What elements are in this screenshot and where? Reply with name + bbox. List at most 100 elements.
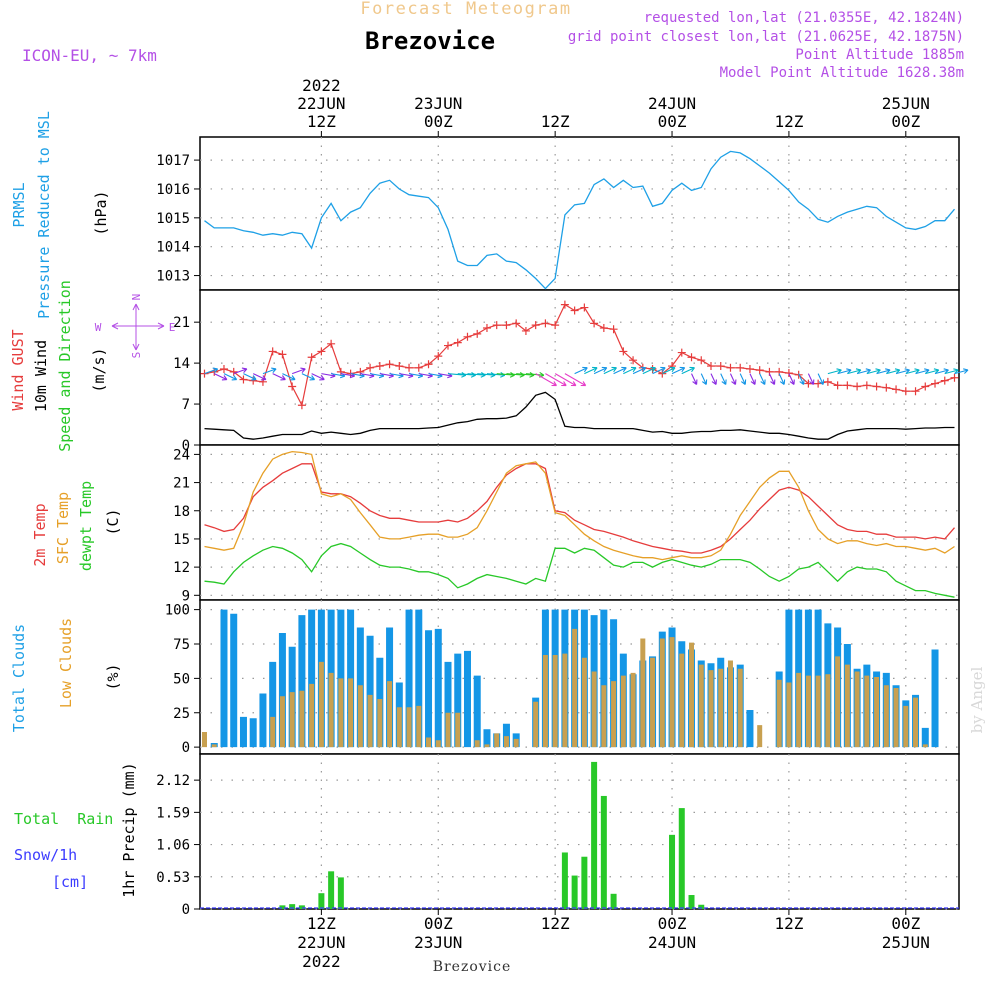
gust-marker	[482, 324, 491, 333]
temperature-ytick-label: 12	[173, 560, 190, 576]
low-cloud-bar	[864, 675, 870, 748]
wind-arrow	[691, 373, 698, 385]
precip-ytick-label: 1.06	[156, 838, 190, 854]
total-cloud-bar	[278, 633, 286, 748]
gust-marker	[882, 383, 891, 392]
low-cloud-bar	[484, 744, 490, 748]
gust-marker	[580, 303, 589, 312]
pressure-ytick-label: 1014	[156, 240, 190, 256]
wind-arrow	[282, 373, 296, 381]
top-time-label: 00Z	[424, 112, 453, 131]
total-cloud-bar	[366, 635, 374, 748]
gust-marker	[570, 306, 579, 315]
wind-arrow	[807, 373, 815, 385]
pressure-line	[204, 150, 955, 290]
wind-arrow	[252, 373, 267, 381]
wind-arrow	[642, 366, 656, 375]
total-cloud-bar	[239, 716, 247, 748]
compass-w: W	[95, 321, 102, 334]
bottom-time-label: 24JUN	[648, 933, 696, 952]
gust-marker	[512, 319, 521, 328]
bottom-time-label: 22JUN	[297, 933, 345, 952]
gust-marker	[521, 326, 530, 335]
gust-marker	[395, 362, 404, 371]
temp2m-line	[204, 463, 955, 554]
wind-arrow	[535, 373, 557, 387]
location-title: Brezovice	[365, 27, 495, 55]
cloud-bars	[202, 609, 939, 748]
low-cloud-bar	[202, 732, 207, 748]
low-cloud-bar	[581, 657, 587, 748]
gust-marker	[268, 347, 277, 356]
rain-bar	[610, 893, 617, 909]
gust-marker	[931, 379, 940, 388]
rain-bar	[698, 904, 705, 909]
wind10-line	[204, 391, 955, 440]
bottom-time-label: 12Z	[307, 914, 336, 933]
requested-coords: requested lon,lat (21.0355E, 42.1824N)	[644, 10, 964, 26]
compass-n: N	[130, 294, 143, 301]
low-cloud-bar	[591, 671, 597, 748]
gust-marker	[833, 381, 842, 390]
wind-arrow	[710, 373, 717, 385]
pressure-ytick-label: 1016	[156, 182, 190, 198]
watermark: by Angel	[968, 666, 986, 733]
gust-marker	[590, 319, 599, 328]
low-cloud-bar	[533, 701, 539, 748]
temp-side-labels: 2m Temp SFC Temp dewpt Temp (C)	[31, 481, 122, 571]
low-cloud-bar	[796, 672, 802, 748]
gust-marker	[239, 375, 248, 384]
gust-marker	[950, 373, 959, 382]
gust-marker	[629, 356, 638, 365]
gust-marker	[502, 321, 511, 330]
bottom-time-label: 23JUN	[414, 933, 462, 952]
wind-arrow	[739, 373, 747, 385]
low-cloud-bar	[679, 653, 685, 748]
low-cloud-bar	[640, 638, 646, 748]
gust-marker	[375, 362, 384, 371]
precip-side-labels: Total Rain Snow/1h [cm] 1hr Precip (mm)	[14, 762, 138, 897]
low-cloud-bar	[835, 656, 841, 748]
low-cloud-bar	[601, 685, 607, 748]
total-cloud-bar	[249, 718, 257, 748]
gust-marker	[560, 300, 569, 309]
temp2m-label: 2m Temp	[31, 503, 49, 566]
low-cloud-bar	[357, 685, 363, 748]
snow-unit: [cm]	[52, 873, 88, 891]
compass-arrows	[111, 303, 165, 351]
wind-arrow	[749, 373, 756, 385]
wind-arrow	[954, 368, 969, 375]
total-clouds-label: Total Clouds	[10, 624, 28, 732]
bottom-time-label: 00Z	[891, 914, 920, 933]
low-cloud-bar	[503, 736, 509, 748]
low-cloud-bar	[689, 642, 695, 748]
gust-marker	[706, 362, 715, 371]
temperature-ytick-label: 18	[173, 504, 190, 520]
top-time-label: 22JUN	[297, 94, 345, 113]
wind-arrow	[768, 373, 776, 385]
total-cloud-bar	[463, 650, 471, 748]
temperature-ytick-label: 15	[173, 532, 190, 548]
temperature-ytick-label: 9	[182, 588, 190, 604]
wind-arrow	[613, 366, 627, 375]
wind-arrow	[272, 373, 286, 381]
gust-marker	[531, 321, 540, 330]
wind-ytick-label: 7	[182, 397, 190, 413]
precip-unit: 1hr Precip (mm)	[120, 762, 138, 897]
total-cloud-bar	[220, 609, 228, 748]
total-cloud-bar	[425, 630, 433, 748]
pressure-panel: 1013 1014 1015 1016 1017	[156, 136, 960, 291]
wind-panel: 0 7 14 21	[173, 289, 960, 454]
precip-ytick-label: 1.59	[156, 805, 190, 821]
wind-arrow	[603, 366, 617, 375]
clouds-ytick-label: 50	[173, 671, 190, 687]
low-cloud-bar	[718, 668, 724, 748]
wind-dir-label: Speed and Direction	[56, 280, 74, 452]
low-cloud-bar	[776, 679, 782, 748]
low-cloud-bar	[309, 683, 315, 748]
low-cloud-bar	[406, 707, 412, 748]
pressure-ytick-label: 1013	[156, 269, 190, 285]
rain-bar	[669, 834, 676, 909]
temperature-ytick-label: 21	[173, 476, 190, 492]
